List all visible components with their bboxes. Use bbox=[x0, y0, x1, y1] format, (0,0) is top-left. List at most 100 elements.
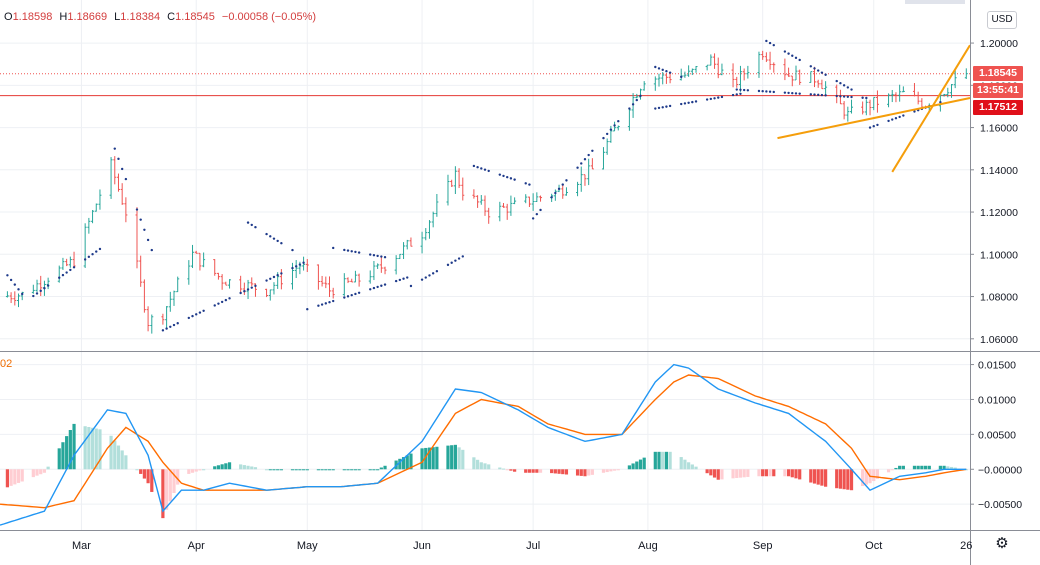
candle bbox=[679, 68, 683, 81]
macd-histogram-bar bbox=[690, 464, 694, 470]
candle bbox=[198, 252, 202, 271]
candle bbox=[268, 289, 272, 301]
sar-dot bbox=[13, 283, 17, 286]
candle bbox=[224, 281, 228, 286]
macd-histogram-bar bbox=[483, 463, 487, 470]
sar-dot bbox=[291, 248, 294, 252]
low-label: L bbox=[114, 11, 121, 23]
macd-pane bbox=[0, 363, 968, 526]
sar-dot bbox=[509, 177, 513, 180]
sar-dot bbox=[120, 167, 124, 171]
candle bbox=[124, 197, 128, 223]
candle bbox=[279, 269, 283, 290]
currency-button[interactable]: USD bbox=[987, 11, 1017, 29]
macd-histogram-bar bbox=[264, 469, 269, 471]
sar-dot bbox=[498, 173, 502, 176]
sar-dot bbox=[887, 119, 890, 123]
sar-dot bbox=[398, 278, 402, 282]
sar-dot bbox=[839, 82, 842, 85]
macd-histogram-bar bbox=[894, 467, 898, 470]
sar-dot bbox=[428, 274, 431, 277]
macd-histogram-bar bbox=[631, 463, 635, 470]
macd-histogram-bar bbox=[379, 467, 383, 470]
candle bbox=[498, 201, 502, 222]
macd-histogram-bar bbox=[135, 469, 139, 471]
macd-histogram-bar bbox=[898, 465, 902, 470]
candle bbox=[638, 88, 642, 100]
sar-dot bbox=[502, 174, 505, 178]
macd-histogram-bar bbox=[820, 469, 824, 486]
candle bbox=[172, 290, 176, 306]
sar-dot bbox=[817, 93, 820, 97]
sar-dot bbox=[17, 288, 20, 291]
macd-histogram-bar bbox=[553, 469, 557, 474]
sar-dot bbox=[813, 93, 816, 96]
settings-gear-icon[interactable]: ⚙ bbox=[995, 535, 1009, 552]
macd-histogram-bar bbox=[864, 469, 868, 485]
sar-dot bbox=[461, 255, 464, 258]
macd-histogram-bar bbox=[812, 469, 817, 484]
sar-dot bbox=[842, 84, 846, 87]
sar-dot bbox=[657, 67, 661, 70]
candle bbox=[942, 93, 946, 97]
candle bbox=[220, 274, 224, 290]
time-axis-label: Jul bbox=[526, 540, 540, 552]
macd-tick-label: 0.01000 bbox=[978, 394, 1016, 406]
sar-dot bbox=[250, 223, 253, 227]
candle bbox=[705, 64, 709, 71]
candle bbox=[139, 255, 143, 287]
time-axis-label: Jun bbox=[413, 540, 431, 552]
macd-histogram-bar bbox=[661, 451, 665, 470]
sar-dot bbox=[720, 95, 724, 99]
macd-histogram-bar bbox=[16, 469, 21, 483]
time-axis-label: Mar bbox=[72, 540, 91, 552]
candle bbox=[561, 184, 565, 199]
candle bbox=[798, 69, 802, 85]
ohlc-legend: O1.18598 H1.18669 L1.18384 C1.18545 −0.0… bbox=[4, 11, 320, 23]
candle bbox=[813, 66, 817, 88]
sar-dot bbox=[783, 91, 787, 94]
macd-histogram-bar bbox=[298, 469, 302, 471]
macd-histogram-bar bbox=[687, 462, 691, 470]
macd-histogram-bar bbox=[68, 430, 72, 470]
sar-dot bbox=[757, 89, 761, 93]
sar-dot bbox=[635, 98, 638, 102]
macd-histogram-bar bbox=[664, 451, 669, 470]
candle bbox=[872, 96, 876, 111]
sar-dot bbox=[791, 91, 794, 95]
sar-dot bbox=[820, 93, 824, 97]
macd-histogram-bar bbox=[575, 469, 580, 476]
sar-dot bbox=[772, 90, 775, 94]
candle bbox=[738, 65, 742, 92]
candle bbox=[165, 306, 169, 329]
sar-dot bbox=[742, 88, 746, 92]
sar-dot bbox=[91, 253, 94, 256]
macd-histogram-bar bbox=[176, 469, 180, 485]
sar-dot bbox=[298, 263, 302, 266]
macd-histogram-bar bbox=[720, 469, 724, 480]
candle bbox=[846, 106, 850, 122]
sar-dot bbox=[324, 302, 328, 305]
candle bbox=[305, 259, 309, 273]
candle bbox=[783, 58, 787, 81]
candle bbox=[487, 207, 491, 224]
sar-dot bbox=[176, 322, 179, 325]
macd-histogram-bar bbox=[202, 469, 206, 471]
sar-dot bbox=[372, 254, 376, 257]
macd-histogram-bar bbox=[357, 469, 361, 471]
sar-dot bbox=[583, 158, 587, 161]
macd-histogram-bar bbox=[405, 455, 409, 470]
sar-dot bbox=[369, 253, 372, 256]
candle bbox=[731, 63, 735, 88]
macd-histogram-bar bbox=[61, 442, 65, 470]
sar-dot bbox=[613, 124, 616, 127]
sar-dot bbox=[768, 90, 772, 93]
sar-dot bbox=[269, 277, 272, 280]
sar-dot bbox=[609, 128, 613, 131]
macd-histogram-bar bbox=[635, 461, 639, 470]
candle bbox=[65, 258, 69, 267]
macd-histogram-bar bbox=[583, 469, 587, 477]
sar-dot bbox=[265, 232, 268, 236]
macd-histogram-bar bbox=[587, 469, 591, 476]
